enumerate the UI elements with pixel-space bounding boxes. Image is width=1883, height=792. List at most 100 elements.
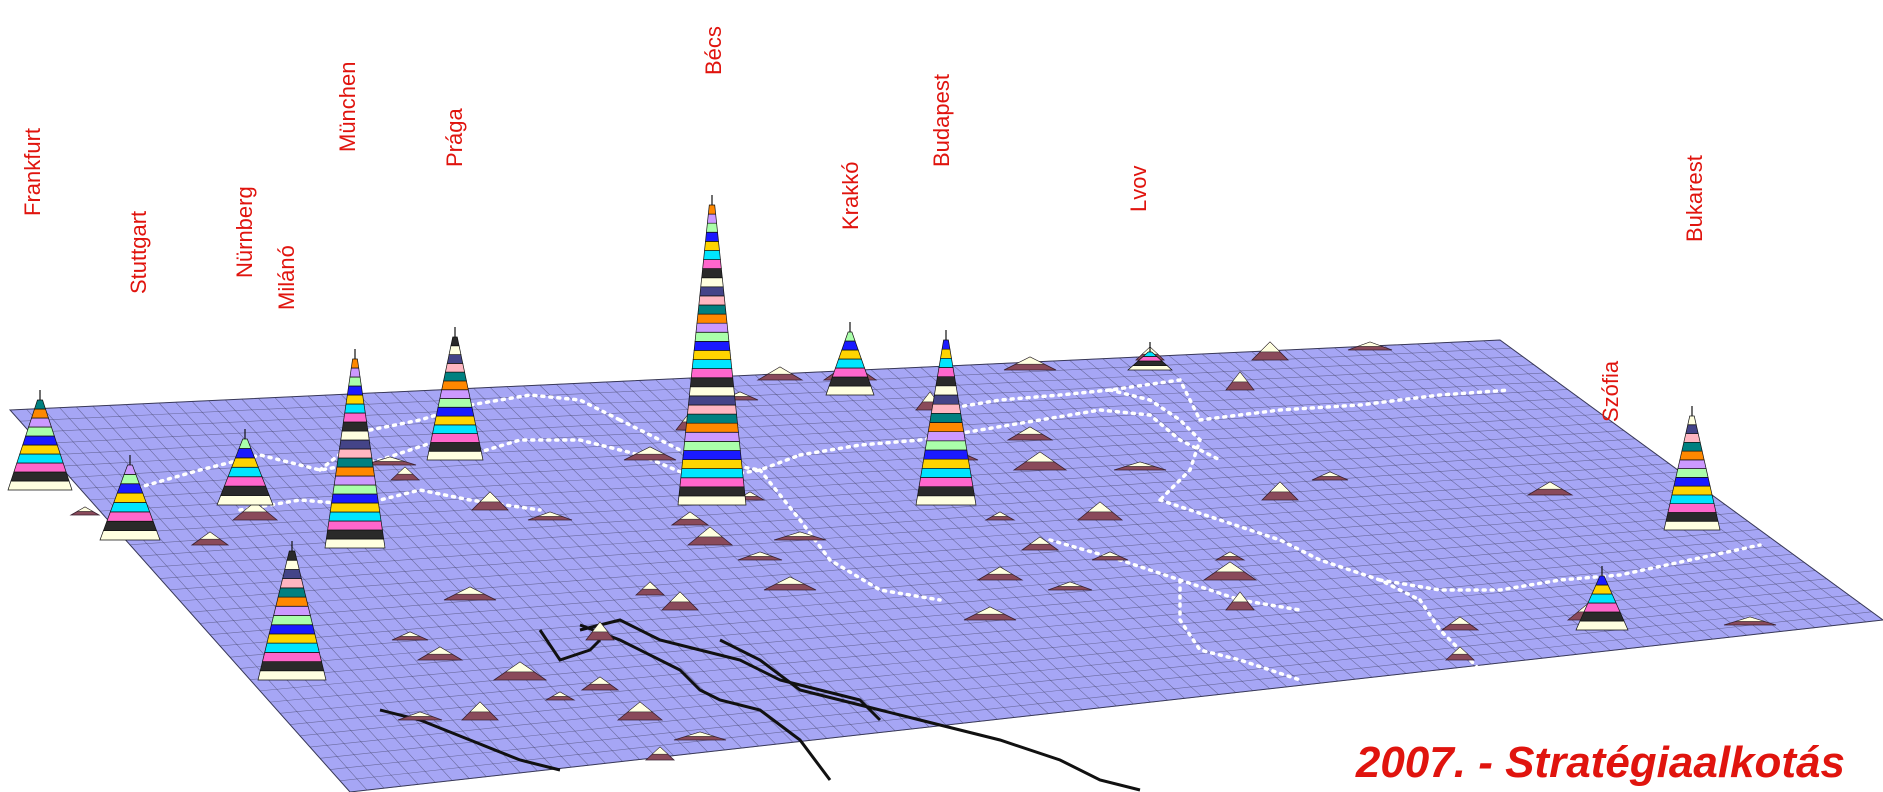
peak-band: [446, 354, 464, 364]
minor-city-bump-cap: [641, 581, 659, 590]
peak-band: [433, 415, 477, 426]
peak-band: [259, 661, 325, 672]
peak-band: [19, 444, 61, 455]
peak-band: [700, 277, 724, 288]
grid-line: [159, 463, 1669, 579]
grid-line: [29, 356, 1523, 433]
peak-band: [698, 295, 726, 306]
peak-band: [696, 313, 728, 324]
peak-band: [22, 435, 58, 446]
peak-band: [933, 385, 959, 396]
grid-line: [209, 504, 1726, 636]
peak-band: [273, 605, 311, 616]
peak-band: [123, 464, 137, 475]
peak-band: [25, 426, 55, 437]
peak-band: [1665, 512, 1719, 522]
peak-band: [705, 231, 719, 242]
city-label-budapest: Budapest: [929, 74, 954, 167]
peak-band: [31, 408, 49, 419]
minor-city-bump-cap: [986, 566, 1014, 575]
grid-line: [249, 537, 1771, 680]
minor-city-bump-cap: [479, 491, 501, 503]
minor-city-bump-cap: [591, 621, 609, 633]
minor-city-bump-cap: [1125, 461, 1155, 467]
minor-city-bump-cap: [697, 526, 723, 538]
grid-line: [289, 570, 1816, 725]
peak-band: [262, 652, 322, 662]
peak-band: [335, 466, 375, 477]
minor-city-bump-cap: [679, 511, 701, 520]
river-segment: [579, 623, 832, 781]
peak-band: [339, 439, 371, 450]
peak-band: [1677, 459, 1707, 469]
minor-city-bump-cap: [1357, 341, 1383, 347]
peak-band: [841, 340, 859, 351]
minor-city-bump-cap: [975, 606, 1005, 615]
peak-band: [324, 538, 386, 549]
peak-band: [444, 363, 466, 373]
peak-band: [234, 448, 256, 459]
peak-band: [838, 349, 862, 360]
peak-band: [924, 440, 968, 451]
peak-band: [340, 430, 370, 441]
peak-band: [432, 424, 478, 434]
peak-band: [693, 341, 731, 351]
grid-line: [149, 454, 1658, 568]
minor-city-bump-cap: [455, 586, 485, 595]
peak-band: [683, 441, 741, 451]
peak-band: [941, 339, 951, 350]
grid-line: [9, 339, 1501, 411]
grid-line: [199, 496, 1715, 624]
peak-band: [706, 213, 718, 224]
peak-band: [831, 367, 869, 378]
peak-band: [120, 474, 140, 485]
minor-city-bump-cap: [76, 506, 94, 512]
peak-band: [13, 462, 67, 473]
country-border: [1158, 498, 1422, 602]
peak-band: [927, 422, 965, 433]
grid-line: [349, 619, 1883, 792]
peak-band: [1127, 365, 1173, 371]
peak-band: [689, 377, 735, 388]
peak-band: [332, 484, 378, 495]
grid-line: [339, 611, 1872, 782]
minor-city-bump-cap: [1536, 481, 1564, 490]
minor-city-bump-cap: [1214, 561, 1246, 573]
minor-city-bump-cap: [1259, 341, 1281, 353]
minor-city-bump-cap: [1029, 536, 1051, 545]
country-border: [938, 378, 1202, 422]
minor-city-bump-cap: [1087, 501, 1113, 513]
grid-line: [139, 446, 1647, 557]
peak-band: [1673, 477, 1711, 487]
peak-band: [266, 633, 318, 644]
peak-band: [286, 550, 298, 561]
peak-band: [331, 493, 379, 504]
minor-city-bump-cap: [1319, 471, 1341, 477]
peak-band: [707, 204, 717, 215]
peak-band: [329, 502, 381, 513]
minor-city-bump-cap: [685, 731, 715, 737]
minor-city-bump-cap: [741, 491, 759, 497]
peak-band: [692, 350, 732, 360]
peak-band: [437, 398, 473, 408]
peak-band: [1683, 433, 1701, 443]
minor-city-bump-cap: [1099, 551, 1121, 557]
peak-band: [346, 385, 364, 396]
minor-city-bump-cap: [396, 466, 414, 475]
city-label-becs: Bécs: [701, 26, 726, 75]
country-border: [1418, 598, 1542, 762]
minor-city-bump-cap: [747, 551, 773, 557]
minor-city-bump-cap: [375, 456, 405, 462]
peak-band: [439, 389, 471, 399]
peak-band: [920, 467, 972, 478]
minor-city-bump-cap: [1269, 481, 1291, 493]
peak-band: [109, 502, 151, 513]
city-label-lvov: Lvov: [1126, 165, 1151, 212]
grid-line: [19, 347, 1512, 422]
city-peak-becs: [677, 195, 747, 506]
peak-band: [1142, 351, 1158, 357]
peak-band: [1669, 494, 1715, 505]
peak-band: [701, 268, 723, 279]
peak-band: [690, 368, 734, 379]
